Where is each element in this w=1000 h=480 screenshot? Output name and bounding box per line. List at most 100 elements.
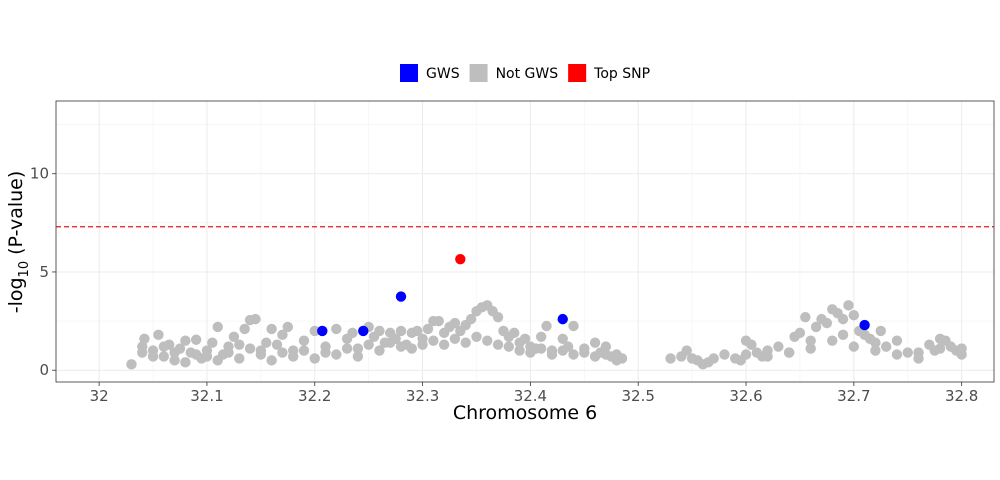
y-tick-label: 10 [30,165,49,183]
point-not-gws [363,339,374,350]
point-not-gws [870,337,881,348]
point-not-gws [266,323,277,335]
point-not-gws [287,351,299,362]
point-not-gws [557,333,568,344]
point-not-gws [352,351,364,362]
point-not-gws [250,313,261,325]
point-not-gws [934,343,946,354]
point-not-gws [126,359,137,370]
point-not-gws [535,343,547,354]
point-not-gws [331,323,342,335]
point-not-gws [956,349,967,360]
point-not-gws [406,343,417,354]
point-not-gws [374,325,385,337]
legend-label: GWS [426,66,460,82]
point-not-gws [244,343,256,354]
point-not-gws [153,329,164,341]
point-not-gws [428,335,439,346]
point-not-gws [794,327,806,339]
point-not-gws [837,313,849,325]
point-not-gws [848,341,860,352]
point-not-gws [137,347,148,358]
point-not-gws [261,337,272,348]
x-tick-label: 32.5 [622,387,655,405]
point-not-gws [471,331,482,343]
x-tick-label: 32.6 [729,387,762,405]
point-not-gws [492,311,504,323]
point-not-gws [800,311,811,323]
point-not-gws [503,341,515,352]
point-not-gws [827,335,838,346]
x-tick-label: 32.3 [406,387,439,405]
point-not-gws [891,349,903,360]
point-not-gws [568,349,579,360]
point-not-gws [880,341,892,352]
point-not-gws [180,335,191,346]
point-not-gws [433,315,444,327]
point-not-gws [277,329,288,341]
point-not-gws [665,353,676,364]
point-not-gws [557,345,568,356]
x-tick-label: 32.2 [298,387,331,405]
point-not-gws [282,321,294,333]
point-not-gws [139,333,150,344]
point-not-gws [374,345,385,356]
point-not-gws [821,317,833,329]
point-gws [859,319,870,331]
point-not-gws [891,335,903,346]
point-not-gws [783,347,795,358]
legend-swatch [568,64,587,82]
point-not-gws [902,347,913,358]
point-not-gws [395,325,407,337]
point-not-gws [762,351,773,362]
point-not-gws [589,351,601,362]
point-not-gws [568,320,579,332]
point-not-gws [266,355,277,366]
x-tick-label: 32 [90,387,109,405]
point-not-gws [525,347,536,358]
point-not-gws [212,355,223,366]
point-not-gws [277,347,288,358]
x-tick-label: 32.4 [514,387,547,405]
legend-item-gws: GWS [400,64,460,82]
x-tick-label: 32.8 [945,387,978,405]
point-not-gws [223,347,234,358]
point-not-gws [309,325,320,337]
legend: GWS Not GWS Top SNP [400,64,650,82]
grid-lines [56,101,994,382]
point-not-gws [352,343,364,354]
data-points [126,253,967,370]
point-not-gws [805,335,816,346]
point-not-gws [411,325,423,337]
point-top-snp [455,253,466,265]
point-not-gws [579,347,590,358]
legend-item-not-gws: Not GWS [469,64,558,82]
point-not-gws [298,345,310,356]
point-not-gws [385,337,396,348]
point-not-gws [438,339,450,350]
point-not-gws [190,349,202,360]
point-not-gws [535,331,547,343]
point-not-gws [158,341,170,352]
point-not-gws [519,333,531,344]
point-not-gws [773,341,784,352]
point-not-gws [190,334,202,345]
point-not-gws [449,317,461,329]
point-not-gws [207,337,218,348]
legend-item-top-snp: Top SNP [568,64,650,82]
plot-border [55,100,995,383]
point-not-gws [848,309,860,321]
point-not-gws [708,353,719,364]
point-not-gws [870,345,881,356]
point-not-gws [913,347,924,358]
legend-swatch [469,64,488,82]
point-not-gws [320,347,331,358]
point-not-gws [239,323,250,335]
point-not-gws [395,341,407,352]
x-tick-label: 32.1 [190,387,223,405]
point-not-gws [805,343,816,354]
point-not-gws [546,349,558,360]
point-not-gws [228,331,240,343]
point-not-gws [309,353,320,364]
point-not-gws [158,351,170,362]
